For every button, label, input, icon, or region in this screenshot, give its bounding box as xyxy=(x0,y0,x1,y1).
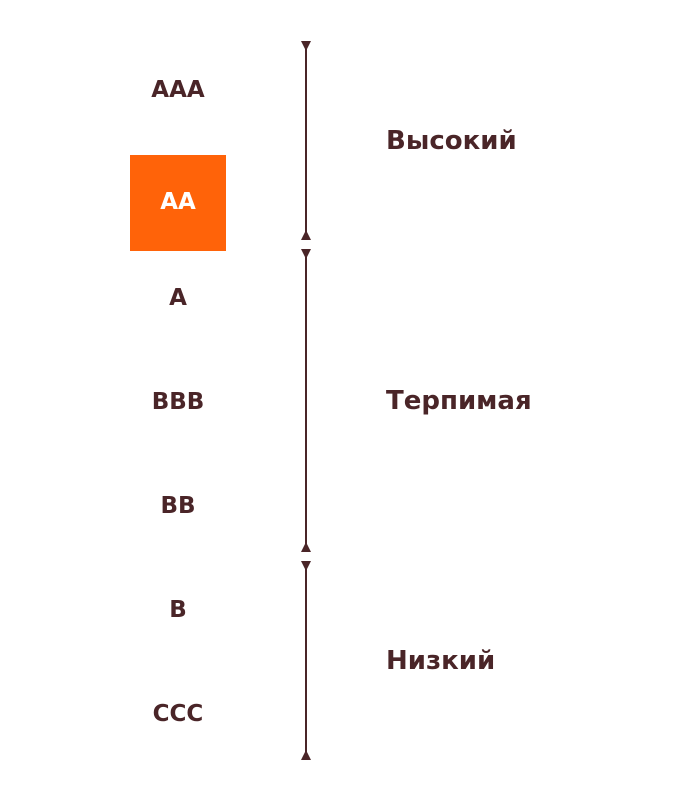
rating-label-bb: BB xyxy=(160,493,195,519)
rating-highlight-box xyxy=(130,155,226,251)
rating-label-aaa: AAA xyxy=(151,77,205,103)
level-label-1: Высокий xyxy=(386,126,517,156)
level-bracket-2 xyxy=(301,249,311,552)
bracket-top-arrow-icon xyxy=(301,249,311,259)
bracket-bottom-arrow-icon xyxy=(301,542,311,552)
bracket-top-arrow-icon xyxy=(301,561,311,571)
rating-label-a: A xyxy=(169,285,187,311)
level-label-3: Низкий xyxy=(386,646,495,676)
rating-label-bbb: BBB xyxy=(152,389,205,415)
rating-label-b: B xyxy=(169,597,187,623)
levels-column: Высокий Терпимая Низкий xyxy=(386,126,532,676)
bracket-top-arrow-icon xyxy=(301,41,311,51)
level-bracket-3 xyxy=(301,561,311,760)
level-bracket-1 xyxy=(301,41,311,240)
bracket-bottom-arrow-icon xyxy=(301,750,311,760)
rating-label-ccc: CCC xyxy=(153,701,204,727)
rating-label-aa: AA xyxy=(160,189,196,215)
level-brackets-axis xyxy=(301,41,311,760)
bracket-bottom-arrow-icon xyxy=(301,230,311,240)
level-label-2: Терпимая xyxy=(386,386,532,416)
